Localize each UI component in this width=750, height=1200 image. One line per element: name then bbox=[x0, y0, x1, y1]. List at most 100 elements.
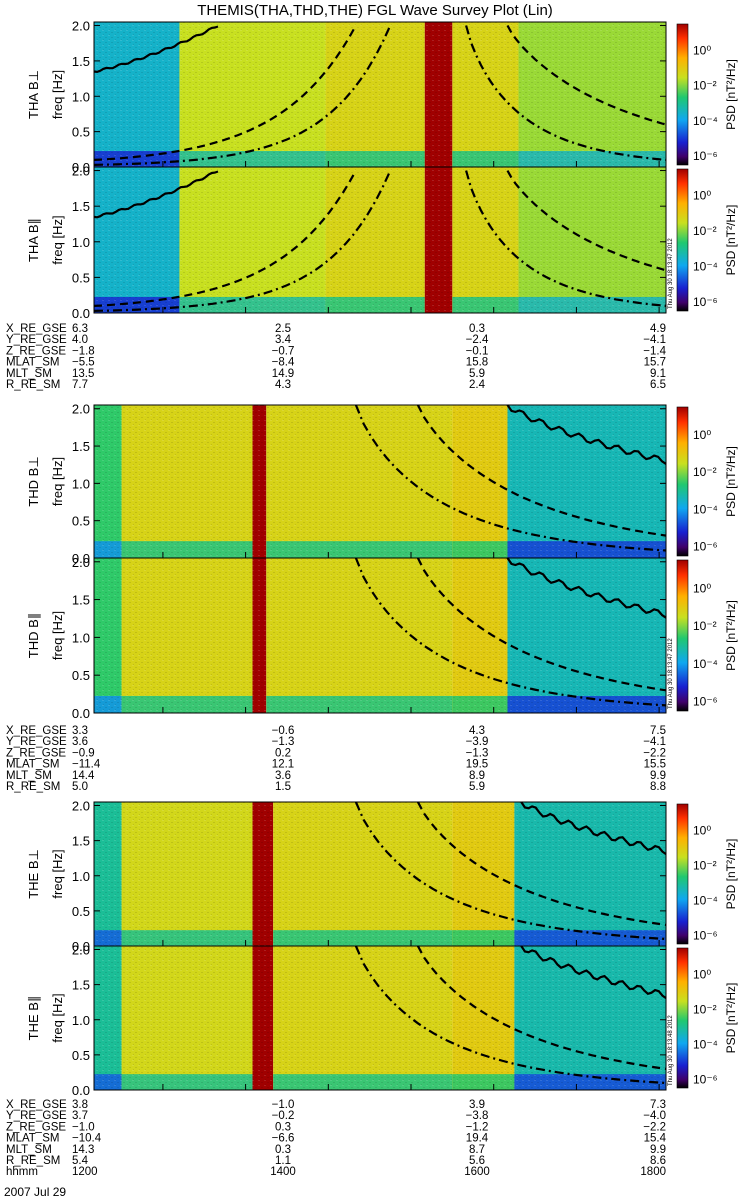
spectrogram-panel: 0.0 0.5 1.0 1.5 2.0 THA B∥ freq [Hz] bbox=[26, 164, 667, 321]
ephemeris-row-label: MLAT_SM bbox=[6, 1133, 59, 1145]
ephemeris-value: −2.2 bbox=[643, 747, 666, 759]
ephemeris-row-label: MLAT_SM bbox=[6, 357, 59, 369]
ephemeris-row-label: R_RE_SM bbox=[6, 379, 60, 391]
ephemeris-value: 1600 bbox=[464, 1166, 490, 1178]
model-frequency-curve bbox=[93, 25, 219, 74]
ephemeris-value: 0.3 bbox=[469, 323, 485, 335]
colorbar-tick-label: 10⁻⁴ bbox=[693, 893, 718, 907]
model-frequency-curve bbox=[506, 24, 667, 126]
ephemeris-value: 6.5 bbox=[650, 379, 666, 391]
ephemeris-row-label: Z_RE_GSE bbox=[6, 345, 66, 357]
colorbar bbox=[676, 803, 689, 945]
colorbar-tick-label: 10⁻⁴ bbox=[693, 114, 718, 128]
spectrogram-panel: 0.0 0.5 1.0 1.5 2.0 THE B⊥ freq [Hz] bbox=[26, 799, 667, 954]
ephemeris-value: −2.4 bbox=[466, 334, 489, 346]
y-tick-label: 2.0 bbox=[72, 943, 90, 958]
y-tick-label: 1.0 bbox=[72, 1013, 90, 1028]
ephemeris-value: −0.7 bbox=[272, 345, 295, 357]
ephemeris-value: −1.4 bbox=[643, 345, 666, 357]
ephemeris-table: X_RE_GSE 6.3 2.5 0.3 4.9 Y_RE_GSE 4.0 3.4 −2.4 −4… bbox=[6, 323, 667, 391]
ephemeris-value: 3.3 bbox=[72, 725, 88, 737]
ephemeris-value: 0.3 bbox=[275, 1121, 291, 1133]
colorbar-label: PSD [nT²/Hz] bbox=[724, 839, 738, 910]
ephemeris-value: −1.0 bbox=[72, 1121, 95, 1133]
model-frequency-curve bbox=[93, 170, 392, 312]
y-tick-label: 0.5 bbox=[72, 514, 90, 529]
ephemeris-value: 9.1 bbox=[650, 368, 666, 380]
ephemeris-row-label: X_RE_GSE bbox=[6, 725, 67, 737]
noise-texture bbox=[94, 802, 666, 946]
colorbar-tick-label: 10⁻⁶ bbox=[693, 149, 718, 163]
y-tick-label: 2.0 bbox=[72, 799, 90, 814]
colorbar bbox=[676, 559, 689, 712]
ephemeris-row-label: X_RE_GSE bbox=[6, 1099, 67, 1111]
colorbar-tick-label: 10⁻⁶ bbox=[693, 928, 718, 942]
ephemeris-value: 5.9 bbox=[469, 368, 485, 380]
ephemeris-value: 3.6 bbox=[72, 736, 88, 748]
ephemeris-value: −3.8 bbox=[466, 1110, 489, 1122]
colorbar-tick-label: 10⁰ bbox=[693, 428, 711, 442]
y-tick-label: 1.0 bbox=[72, 89, 90, 104]
ephemeris-value: −3.9 bbox=[466, 736, 489, 748]
colorbar-label: PSD [nT²/Hz] bbox=[724, 205, 738, 276]
ephemeris-value: 7.3 bbox=[650, 1099, 666, 1111]
ephemeris-row-label: hhmm bbox=[6, 1166, 38, 1178]
colorbar bbox=[676, 406, 689, 557]
colorbar bbox=[676, 23, 689, 166]
y-axis-label: freq [Hz] bbox=[50, 993, 65, 1042]
colorbar-tick-label: 10⁻⁴ bbox=[693, 260, 718, 274]
colorbar bbox=[676, 947, 689, 1089]
noise-texture bbox=[94, 558, 666, 713]
y-tick-label: 0.5 bbox=[72, 904, 90, 919]
ephemeris-value: 1.5 bbox=[275, 781, 291, 793]
model-frequency-curve bbox=[93, 25, 392, 166]
ephemeris-row-label: Y_RE_GSE bbox=[6, 1110, 67, 1122]
y-tick-label: 1.5 bbox=[72, 199, 90, 214]
model-frequency-curve bbox=[416, 801, 667, 926]
colorbar-tick-label: 10⁻⁶ bbox=[693, 540, 718, 554]
panel-frame bbox=[93, 557, 667, 714]
y-axis-label: freq [Hz] bbox=[50, 70, 65, 119]
y-tick-label: 0.0 bbox=[72, 706, 90, 721]
panel-label: THE B∥ bbox=[26, 996, 41, 1041]
ephemeris-value: −4.1 bbox=[643, 334, 666, 346]
colorbar-tick-label: 10⁻² bbox=[693, 858, 717, 872]
y-tick-label: 1.0 bbox=[72, 869, 90, 884]
y-tick-label: 0.5 bbox=[72, 1048, 90, 1063]
y-tick-label: 1.5 bbox=[72, 54, 90, 69]
chart-title: THEMIS(THA,THD,THE) FGL Wave Survey Plot… bbox=[197, 2, 553, 19]
colorbar-tick-label: 10⁻² bbox=[693, 1002, 717, 1016]
ephemeris-row-label: MLT_SM bbox=[6, 770, 52, 782]
model-frequency-curve bbox=[465, 25, 667, 161]
colorbar-tick-label: 10⁻⁴ bbox=[693, 1037, 718, 1051]
model-frequency-curve bbox=[506, 404, 667, 465]
model-frequency-curve bbox=[354, 945, 667, 1085]
panel-label: THD B⊥ bbox=[26, 456, 41, 506]
ephemeris-value: 3.8 bbox=[72, 1099, 88, 1111]
model-frequency-curve bbox=[93, 170, 357, 307]
colorbar bbox=[676, 168, 689, 312]
ephemeris-value: 15.4 bbox=[644, 1133, 667, 1145]
generation-stamp: Thu Aug 30 18:13:48 2012 bbox=[668, 1015, 674, 1086]
ephemeris-value: 8.9 bbox=[469, 770, 485, 782]
colorbar-label: PSD [nT²/Hz] bbox=[724, 59, 738, 130]
colorbar-tick-label: 10⁰ bbox=[693, 189, 711, 203]
colorbar-tick-label: 10⁻² bbox=[693, 465, 717, 479]
ephemeris-value: 0.2 bbox=[275, 747, 291, 759]
ephemeris-value: 3.7 bbox=[72, 1110, 88, 1122]
ephemeris-value: 3.9 bbox=[469, 1099, 485, 1111]
ephemeris-row-label: Y_RE_GSE bbox=[6, 334, 67, 346]
ephemeris-row-label: MLAT_SM bbox=[6, 759, 59, 771]
model-frequency-curve bbox=[520, 945, 667, 1000]
ephemeris-row-label: R_RE_SM bbox=[6, 781, 60, 793]
colorbar-label: PSD [nT²/Hz] bbox=[724, 983, 738, 1054]
ephemeris-value: 12.1 bbox=[272, 759, 294, 771]
colorbar-tick-label: 10⁻⁴ bbox=[693, 502, 718, 516]
y-tick-label: 2.0 bbox=[72, 164, 90, 179]
colorbars: 10⁰ 10⁻² 10⁻⁴ 10⁻⁶ PSD [nT²/Hz] 10⁰ 10⁻² 10⁻⁴ 10… bbox=[668, 23, 738, 1089]
ephemeris-value: 7.5 bbox=[650, 725, 666, 737]
ephemeris-value: 19.4 bbox=[466, 1133, 489, 1145]
y-tick-label: 2.0 bbox=[72, 402, 90, 417]
model-frequency-curve bbox=[506, 170, 667, 272]
colorbar-tick-label: 10⁻² bbox=[693, 79, 717, 93]
